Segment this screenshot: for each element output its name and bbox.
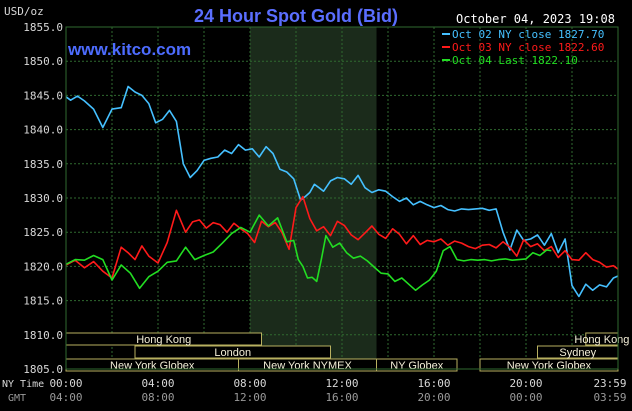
session-label: London: [214, 347, 251, 359]
x-tick-label-gmt: 20:00: [417, 391, 450, 404]
y-tick-label: 1810.0: [23, 329, 63, 342]
y-axis-ticks: 1855.0 1850.0 1845.0 1840.0 1835.0 1830.0 1825…: [23, 21, 63, 376]
x-tick-label-gmt: 08:00: [141, 391, 174, 404]
session-label: New York NYMEX: [263, 360, 352, 372]
series-line-3: [65, 214, 552, 292]
x-tick-label-gmt: 04:00: [49, 391, 82, 404]
plot-frame: [65, 26, 619, 370]
series-line-1: [65, 85, 619, 298]
y-tick-label: 1820.0: [23, 260, 63, 273]
price-series: [65, 85, 619, 298]
y-tick-label: 1835.0: [23, 158, 63, 171]
ny-time-row-label: NY Time: [2, 379, 44, 390]
x-tick-label-ny: 04:00: [141, 377, 174, 390]
series-line-2: [65, 195, 619, 279]
session-label: New York Globex: [507, 360, 592, 372]
legend-entry: Oct 04 Last 1822.10: [452, 54, 578, 67]
y-tick-label: 1855.0: [23, 21, 63, 34]
legend-entry: Oct 03 NY close 1822.60: [452, 41, 604, 54]
x-tick-label-ny: 16:00: [417, 377, 450, 390]
kitco-watermark: www.kitco.com: [67, 40, 191, 59]
chart-title: 24 Hour Spot Gold (Bid): [194, 6, 398, 26]
y-tick-label: 1805.0: [23, 363, 63, 376]
y-tick-label: 1840.0: [23, 124, 63, 137]
session-label: Hong Kong: [574, 334, 629, 346]
y-axis-label: USD/oz: [4, 5, 44, 18]
y-tick-label: 1845.0: [23, 89, 63, 102]
x-tick-label-ny: 08:00: [233, 377, 266, 390]
legend-entry: Oct 02 NY close 1827.70: [452, 28, 604, 41]
x-tick-label-gmt: 12:00: [233, 391, 266, 404]
session-label: NY Globex: [390, 360, 443, 372]
x-axis-ticks: 00:0004:0004:0008:0008:0012:0012:0016:00…: [49, 377, 626, 404]
session-label: Sydney: [559, 347, 596, 359]
nymex-session-highlight: [250, 27, 377, 369]
x-tick-label-ny: 20:00: [509, 377, 542, 390]
x-tick-label-gmt: 00:00: [509, 391, 542, 404]
y-tick-label: 1830.0: [23, 192, 63, 205]
y-tick-label: 1850.0: [23, 55, 63, 68]
session-label: Hong Kong: [136, 334, 191, 346]
gmt-row-label: GMT: [8, 393, 26, 404]
x-tick-label-gmt: 16:00: [325, 391, 358, 404]
x-tick-label-ny: 12:00: [325, 377, 358, 390]
x-tick-label-ny: 00:00: [49, 377, 82, 390]
session-box: [134, 345, 331, 359]
y-tick-label: 1825.0: [23, 226, 63, 239]
x-tick-label-gmt: 03:59: [593, 391, 626, 404]
session-box: [376, 358, 458, 372]
session-label: New York Globex: [110, 360, 195, 372]
x-tick-label-ny: 23:59: [593, 377, 626, 390]
y-tick-label: 1815.0: [23, 295, 63, 308]
timestamp: October 04, 2023 19:08: [456, 12, 615, 26]
